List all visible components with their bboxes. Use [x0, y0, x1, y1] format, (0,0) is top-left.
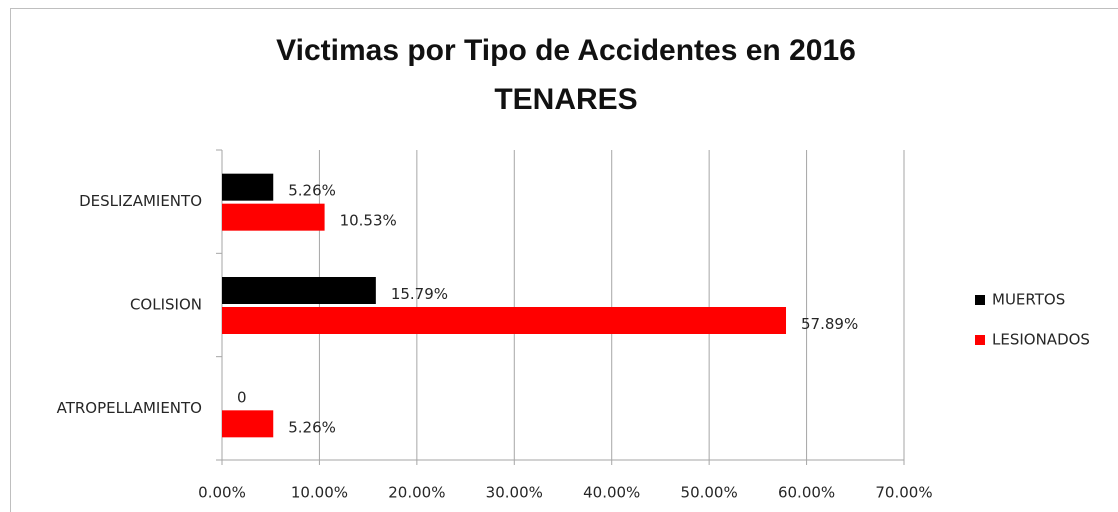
legend-swatch: [975, 335, 985, 345]
chart-title: Victimas por Tipo de Accidentes en 2016: [276, 34, 856, 67]
data-label: 0: [237, 388, 247, 406]
x-tick-label: 20.00%: [388, 484, 445, 502]
y-tick-label: DESLIZAMIENTO: [79, 192, 202, 210]
x-tick-label: 40.00%: [583, 484, 640, 502]
y-tick-label: ATROPELLAMIENTO: [57, 399, 202, 417]
data-label: 5.26%: [288, 418, 336, 436]
data-label: 57.89%: [801, 315, 858, 333]
data-label: 5.26%: [288, 182, 336, 200]
x-tick-label: 30.00%: [486, 484, 543, 502]
bar: [222, 277, 376, 304]
data-label: 10.53%: [340, 212, 397, 230]
x-tick-label: 0.00%: [198, 484, 246, 502]
chart-frame: [10, 8, 1118, 512]
x-tick-label: 50.00%: [681, 484, 738, 502]
y-tick-label: COLISION: [130, 296, 202, 314]
data-label: 15.79%: [391, 285, 448, 303]
bar: [222, 173, 274, 201]
legend-label: LESIONADOS: [992, 331, 1090, 349]
chart-subtitle: TENARES: [494, 83, 637, 116]
bar: [222, 307, 787, 334]
legend-swatch: [975, 295, 985, 305]
legend-label: MUERTOS: [992, 291, 1065, 309]
bar: [222, 410, 274, 438]
x-tick-label: 10.00%: [291, 484, 348, 502]
x-tick-label: 60.00%: [778, 484, 835, 502]
bar: [222, 203, 325, 231]
x-tick-label: 70.00%: [875, 484, 932, 502]
